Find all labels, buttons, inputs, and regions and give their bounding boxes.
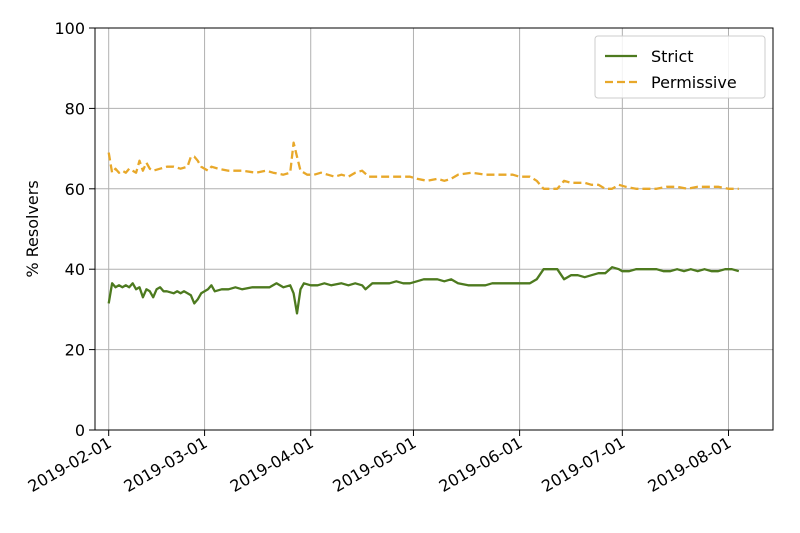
x-tick-label: 2019-08-01 bbox=[644, 433, 734, 496]
legend-box bbox=[594, 35, 766, 99]
x-tick-label: 2019-02-01 bbox=[25, 433, 115, 496]
plot-frame bbox=[94, 27, 774, 431]
legend-label-permissive: Permissive bbox=[651, 73, 737, 92]
series-line-strict bbox=[107, 266, 740, 315]
x-tick-label: 2019-07-01 bbox=[538, 433, 628, 496]
y-tick-label: 60 bbox=[65, 180, 85, 199]
y-tick-label: 20 bbox=[65, 341, 85, 360]
series-line-permissive bbox=[107, 141, 739, 190]
legend: Strict Permissive bbox=[594, 35, 766, 99]
y-tick-label: 0 bbox=[75, 421, 85, 440]
y-tick-label: 40 bbox=[65, 260, 85, 279]
x-tick-label: 2019-05-01 bbox=[329, 433, 419, 496]
y-axis: 0 20 40 60 80 100 bbox=[54, 19, 95, 440]
y-tick-label: 100 bbox=[54, 19, 85, 38]
y-tick-label: 80 bbox=[65, 99, 85, 118]
series-layer bbox=[107, 141, 740, 315]
x-tick-label: 2019-04-01 bbox=[227, 433, 317, 496]
legend-label-strict: Strict bbox=[651, 47, 694, 66]
y-axis-label: % Resolvers bbox=[23, 180, 42, 277]
x-tick-label: 2019-06-01 bbox=[436, 433, 526, 496]
x-axis: 2019-02-01 2019-03-01 2019-04-01 2019-05-01… bbox=[25, 430, 734, 496]
x-tick-label: 2019-03-01 bbox=[121, 433, 211, 496]
